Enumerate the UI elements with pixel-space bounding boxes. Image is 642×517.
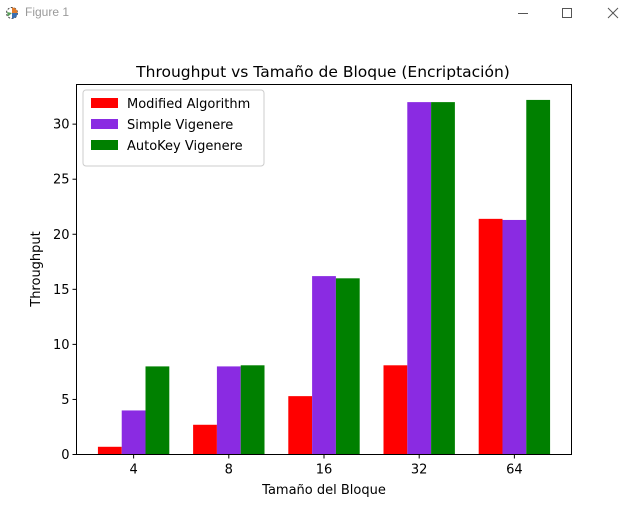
minimize-button[interactable]: [500, 0, 546, 26]
bar-simple-vigenere-16: [312, 276, 336, 455]
bar-modified-algorithm-8: [193, 424, 217, 455]
close-button[interactable]: [590, 0, 636, 26]
bar-autokey-vigenere-64: [526, 99, 551, 455]
close-icon: [607, 7, 619, 19]
y-tick-label: 15: [53, 283, 70, 298]
x-axis-ticks: 4 8 16 32 64: [129, 454, 523, 478]
legend-label: Simple Vigenere: [127, 118, 233, 133]
y-tick-label: 10: [53, 338, 70, 353]
chart-title: Throughput vs Tamaño de Bloque (Encripta…: [135, 63, 510, 81]
bar-autokey-vigenere-32: [431, 102, 455, 455]
window-title: Figure 1: [25, 5, 70, 19]
x-tick-label: 32: [411, 463, 428, 478]
x-tick-label: 8: [225, 463, 233, 478]
bar-modified-algorithm-16: [288, 396, 313, 455]
bar-autokey-vigenere-8: [240, 365, 265, 455]
legend-label: AutoKey Vigenere: [127, 139, 243, 154]
bar-modified-algorithm-64: [478, 218, 503, 455]
x-tick-label: 16: [316, 463, 333, 478]
y-tick-label: 20: [53, 228, 70, 243]
maximize-icon: [562, 8, 572, 18]
minimize-icon: [518, 13, 528, 14]
legend-swatch: [91, 98, 118, 108]
bar-autokey-vigenere-4: [145, 366, 170, 455]
bar-chart: Throughput vs Tamaño de Bloque (Encripta…: [29, 63, 572, 498]
maximize-button[interactable]: [544, 0, 590, 26]
bar-simple-vigenere-8: [216, 366, 241, 455]
y-tick-label: 5: [61, 393, 69, 408]
chart-legend: Modified Algorithm Simple Vigenere AutoKey…: [82, 89, 265, 167]
legend-swatch: [91, 140, 118, 150]
bar-modified-algorithm-32: [383, 365, 408, 455]
matplotlib-figure-icon: [5, 5, 19, 19]
y-tick-label: 0: [61, 448, 69, 463]
bars-group: [97, 99, 551, 455]
y-tick-label: 30: [53, 118, 70, 133]
x-axis-label: Tamaño del Bloque: [261, 483, 386, 498]
x-tick-label: 4: [129, 463, 137, 478]
legend-swatch: [91, 119, 118, 129]
bar-simple-vigenere-32: [407, 102, 432, 455]
bar-simple-vigenere-4: [121, 410, 146, 455]
bar-simple-vigenere-64: [502, 219, 527, 455]
legend-frame: [82, 89, 265, 167]
x-tick-label: 64: [506, 463, 523, 478]
y-tick-label: 25: [53, 173, 70, 188]
window-titlebar: Figure 1: [0, 0, 642, 26]
legend-label: Modified Algorithm: [127, 97, 250, 112]
y-axis-ticks: 0 5 10 15 20 25 30: [53, 118, 77, 463]
y-axis-label: Throughput: [29, 231, 44, 308]
bar-autokey-vigenere-16: [335, 278, 360, 455]
bar-modified-algorithm-4: [97, 446, 122, 455]
